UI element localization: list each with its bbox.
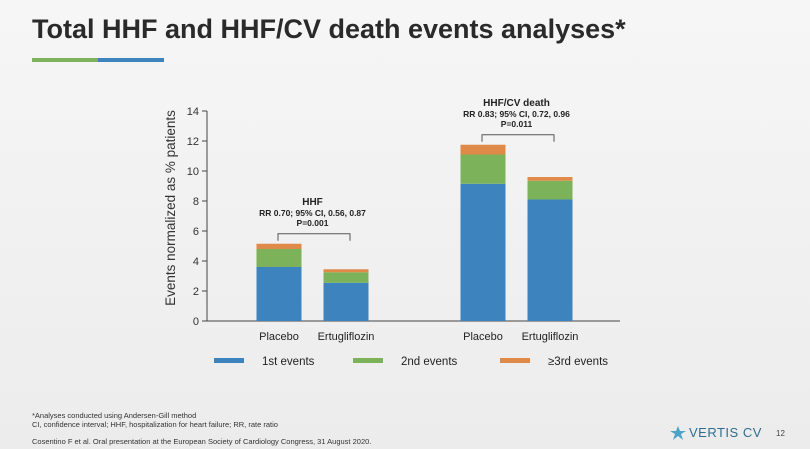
group-stats-1: RR 0.83; 95% CI, 0.72, 0.96 [463,109,570,119]
bar-segment-1st-events [527,199,573,321]
x-category-label: Ertugliflozin [318,331,375,343]
y-tick-label: 4 [193,256,199,268]
legend-label: ≥3rd events [548,356,608,368]
page-number: 12 [776,429,785,438]
bar-segment-1st-events [323,282,369,321]
bar-segment-2nd-events [527,180,573,200]
title-accent-green [32,58,98,62]
y-tick-label: 12 [187,136,199,148]
group-stats-0: RR 0.70; 95% CI, 0.56, 0.87 [259,208,366,218]
y-tick-label: 10 [187,166,199,178]
y-tick-label: 8 [193,196,199,208]
legend-swatch [353,358,383,363]
bar-segment-3rd-events [323,269,369,273]
group-title-1: HHF/CV death [483,98,550,109]
bar-segment-1st-events [460,183,506,321]
bar-segment-2nd-events [256,249,302,267]
bar-segment-2nd-events [323,272,369,283]
legend-swatch [214,358,244,363]
footnote-abbreviations: CI, confidence interval; HHF, hospitaliz… [32,420,278,429]
slide-title: Total HHF and HHF/CV death events analys… [32,14,626,44]
comparison-bracket-1 [481,134,555,142]
logo-text: VERTIS CV [689,425,762,440]
legend-label: 2nd events [401,356,458,368]
bar-segment-3rd-events [527,177,573,181]
vertis-logo-icon [670,425,686,440]
x-category-label: Placebo [463,331,503,343]
x-category-label: Ertugliflozin [522,331,579,343]
comparison-bracket-0 [277,233,351,241]
stacked-bar-chart: 0 2 4 6 8 10 12 14 Events normalized as % patien… [163,98,620,368]
x-category-label: Placebo [259,331,299,343]
group-title-0: HHF [302,197,323,208]
group-pvalue-1: P=0.011 [501,119,533,129]
bar-segment-3rd-events [460,144,506,155]
group-pvalue-0: P=0.001 [297,218,329,228]
y-tick-label: 0 [193,316,199,328]
legend-swatch [500,358,530,363]
legend-label: 1st events [262,356,315,368]
bar-segment-2nd-events [460,154,506,184]
y-tick-label: 6 [193,226,199,238]
footnote-citation: Cosentino F et al. Oral presentation at … [32,437,372,446]
y-tick-label: 2 [193,286,199,298]
y-axis-label: Events normalized as % patients [163,110,178,306]
title-accent-blue [98,58,164,62]
y-tick-label: 14 [187,106,199,118]
bar-segment-3rd-events [256,243,302,249]
bar-segment-1st-events [256,267,302,321]
footnote-method: *Analyses conducted using Andersen-Gill … [32,411,197,420]
vertis-logo: VERTIS CV [670,425,762,440]
